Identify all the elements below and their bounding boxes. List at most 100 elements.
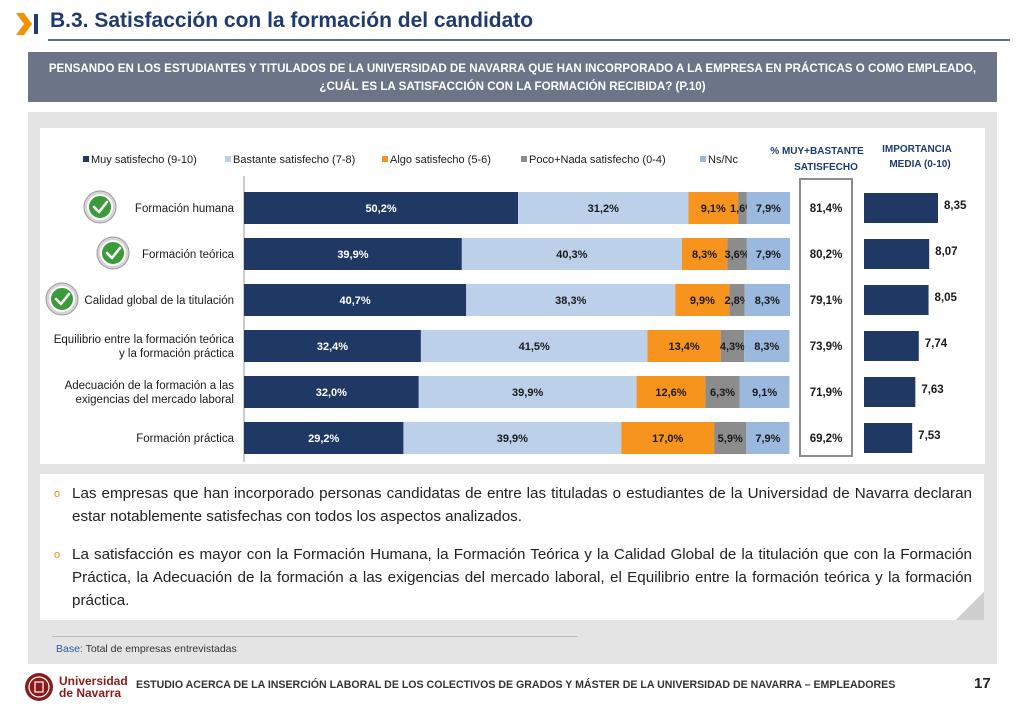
bar-segment [621, 422, 715, 454]
base-divider [52, 636, 578, 637]
page-title: B.3. Satisfacción con la formación del c… [50, 9, 534, 32]
bullet-marker: o [54, 549, 61, 561]
top2box-value: 71,9% [810, 387, 843, 399]
bar-segment [675, 284, 730, 316]
importance-header: MEDIA (0-10) [889, 159, 950, 170]
importance-value: 8,35 [944, 200, 967, 212]
top2box-value: 73,9% [810, 341, 843, 353]
base-note: Base: Total de empresas entrevistadas [56, 643, 237, 655]
base-label: Base: [56, 643, 83, 655]
importance-bar [864, 239, 930, 269]
legend-swatch [382, 156, 388, 162]
bar-segment [729, 284, 745, 316]
bar-data-label: 39,9% [337, 249, 368, 261]
bar-data-label: 8,3% [692, 249, 717, 261]
finding-item: o Las empresas que han incorporado perso… [52, 482, 972, 528]
question-line-1: PENSANDO EN LOS ESTUDIANTES Y TITULADOS … [48, 62, 977, 75]
bar-segment [244, 376, 419, 408]
findings-list: o Las empresas que han incorporado perso… [40, 474, 984, 620]
bar-data-label: 6,3% [710, 387, 735, 399]
bar-data-label: 7,9% [756, 249, 781, 261]
bar-data-label: 12,6% [655, 387, 686, 399]
bar-data-label: 40,3% [556, 249, 587, 261]
bar-segment [746, 422, 790, 454]
importance-value: 7,74 [925, 338, 948, 350]
category-label: Adecuación de la formación a las [65, 380, 235, 392]
finding-text: Las empresas que han incorporado persona… [72, 485, 972, 525]
bar-segment [738, 192, 747, 224]
bar-segment [739, 376, 790, 408]
importance-bar [864, 331, 919, 361]
university-logo: Universidad de Navarra [24, 672, 128, 702]
bar-segment [705, 376, 740, 408]
stacked-bar-chart: Muy satisfecho (9-10) Bastante satisfecho… [45, 144, 967, 462]
bar-data-label: 31,2% [588, 203, 619, 215]
university-seal-icon [25, 673, 53, 701]
chevron-logo-icon [16, 13, 38, 35]
bar-segment [746, 238, 790, 270]
checkmark-icon [100, 240, 126, 266]
page-number: 17 [974, 675, 991, 692]
bar-data-label: 2,8% [724, 295, 749, 307]
bar-segment [744, 330, 790, 362]
bar-data-label: 40,7% [340, 295, 371, 307]
logo-line-1: Universidad [59, 674, 128, 688]
bar-segment [636, 376, 706, 408]
bar-segment [647, 330, 721, 362]
page-fold-icon [956, 592, 984, 620]
legend-label: Poco+Nada satisfecho (0-4) [529, 154, 666, 166]
category-label: Equilibrio entre la formación teórica [54, 334, 235, 346]
bar-segment [688, 192, 739, 224]
bar-segment [681, 238, 728, 270]
top2box-frame [799, 178, 853, 457]
legend-label: Ns/Nc [708, 154, 738, 166]
bar-segment [244, 330, 421, 362]
bar-data-label: 9,1% [701, 203, 726, 215]
category-label: Formación teórica [142, 249, 235, 261]
checkmark-icon [92, 200, 109, 214]
finding-text: La satisfacción es mayor con la Formació… [72, 546, 972, 609]
category-label: Formación práctica [136, 433, 234, 445]
base-text: Total de empresas entrevistadas [82, 643, 237, 655]
bar-data-label: 7,9% [756, 203, 781, 215]
bar-data-label: 8,3% [754, 341, 779, 353]
bar-segment [720, 330, 745, 362]
bar-segment [714, 422, 747, 454]
bar-segment [466, 284, 676, 316]
bar-data-label: 17,0% [652, 433, 683, 445]
bar-data-label: 7,9% [755, 433, 780, 445]
importance-header: IMPORTANCIA [882, 144, 952, 155]
checkmark-icon [105, 246, 122, 260]
bullet-marker: o [54, 488, 61, 500]
bar-segment [244, 284, 467, 316]
importance-bar [864, 285, 929, 315]
bar-segment [403, 422, 622, 454]
bar-segment [744, 284, 790, 316]
bar-segment [727, 238, 747, 270]
importance-value: 8,05 [935, 292, 958, 304]
importance-value: 8,07 [935, 246, 957, 258]
top2box-value: 81,4% [810, 203, 843, 215]
top2box-header: % MUY+BASTANTE [770, 146, 864, 157]
top2box-value: 79,1% [810, 295, 843, 307]
bar-data-label: 9,9% [690, 295, 715, 307]
legend-swatch [521, 156, 527, 162]
importance-bar [864, 377, 916, 407]
legend-swatch [700, 156, 706, 162]
bar-data-label: 13,4% [668, 341, 699, 353]
category-label: Formación humana [135, 203, 235, 215]
top2box-header: SATISFECHO [794, 162, 858, 173]
question-line-2: ¿CUÁL ES LA SATISFACCIÓN CON LA FORMACIÓ… [319, 80, 706, 93]
importance-value: 7,63 [921, 384, 943, 396]
top2box-value: 69,2% [810, 433, 843, 445]
bar-data-label: 39,9% [512, 387, 543, 399]
checkmark-icon [87, 194, 113, 220]
checkmark-icon [49, 286, 75, 312]
chart-container: Muy satisfecho (9-10) Bastante satisfecho… [40, 128, 985, 464]
checkmark-icon [54, 292, 71, 306]
legend-label: Muy satisfecho (9-10) [91, 154, 197, 166]
legend-swatch [83, 156, 89, 162]
bar-data-label: 9,1% [752, 387, 777, 399]
importance-value: 7,53 [918, 430, 940, 442]
bar-data-label: 3,6% [724, 249, 749, 261]
